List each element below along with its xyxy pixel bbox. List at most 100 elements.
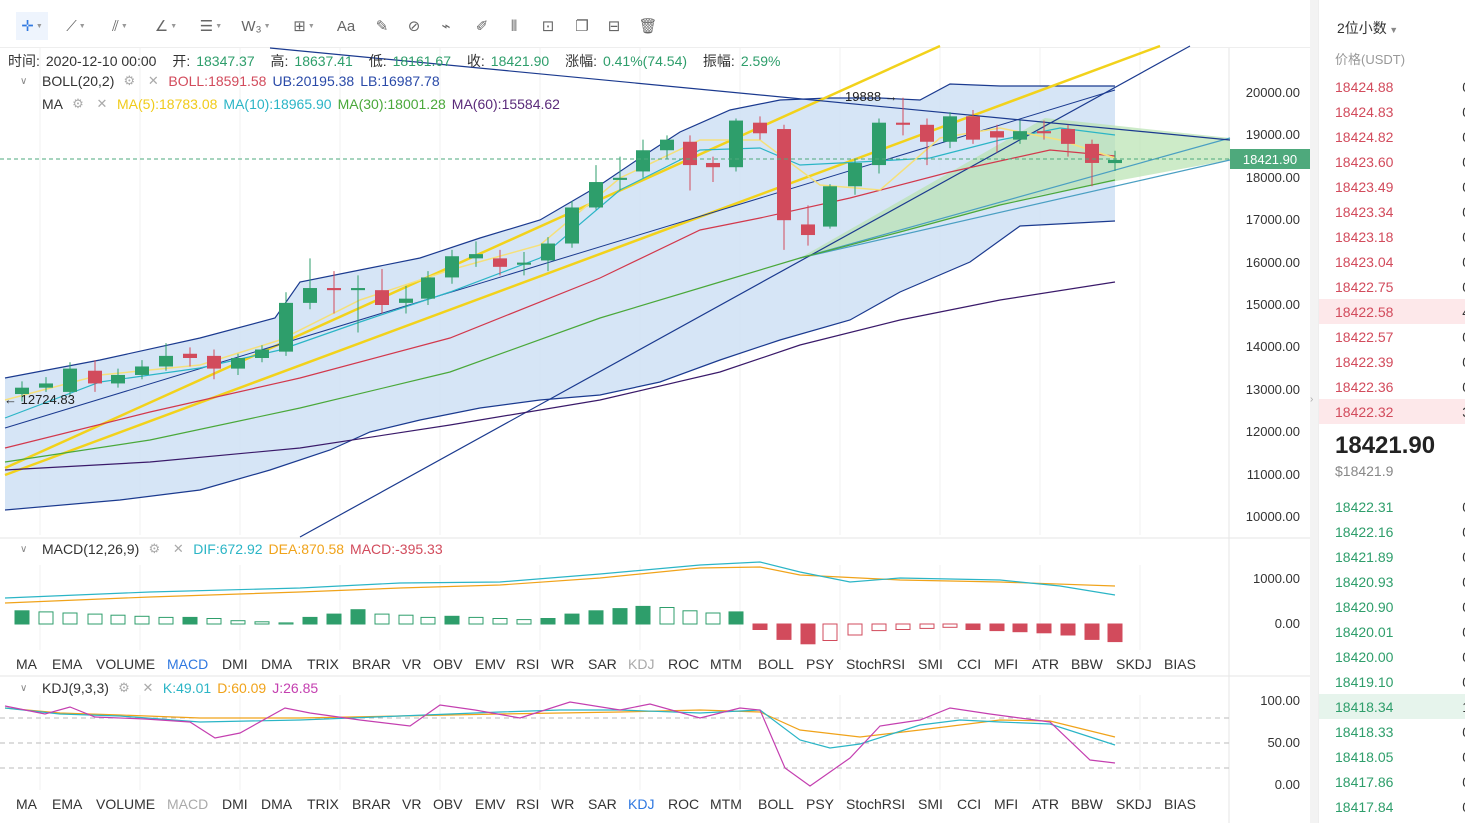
chart-canvas[interactable] [0,0,1310,823]
tab1-brar[interactable]: BRAR [352,656,391,672]
tab1-atr[interactable]: ATR [1032,656,1059,672]
tab1-dmi[interactable]: DMI [222,656,248,672]
tab1-dma[interactable]: DMA [261,656,293,672]
bid-row[interactable]: 18417.86 0 [1319,769,1465,794]
close-icon[interactable]: ✕ [172,541,184,556]
settings-gear-icon[interactable]: ⚙ [123,73,136,88]
tab1-kdj[interactable]: KDJ [628,656,655,672]
tab1-trix[interactable]: TRIX [307,656,339,672]
tab1-sar[interactable]: SAR [588,656,617,672]
ask-row[interactable]: 18423.34 0 [1319,199,1465,224]
tab2-mfi[interactable]: MFI [994,796,1019,812]
tab2-atr[interactable]: ATR [1032,796,1059,812]
tab1-macd[interactable]: MACD [167,656,209,672]
tab2-roc[interactable]: ROC [668,796,700,812]
tab2-boll[interactable]: BOLL [758,796,794,812]
ask-row[interactable]: 18422.58 4 [1319,299,1465,324]
tab2-vr[interactable]: VR [402,796,422,812]
bid-row[interactable]: 18422.16 0 [1319,519,1465,544]
tab1-bias[interactable]: BIAS [1164,656,1196,672]
bid-row[interactable]: 18419.10 0 [1319,669,1465,694]
tab2-obv[interactable]: OBV [433,796,463,812]
bid-row[interactable]: 18417.84 0 [1319,794,1465,819]
ask-row[interactable]: 18423.49 0 [1319,174,1465,199]
tab1-roc[interactable]: ROC [668,656,700,672]
tab1-skdj[interactable]: SKDJ [1116,656,1152,672]
bid-row[interactable]: 18418.33 0 [1319,719,1465,744]
bid-row[interactable]: 18420.93 0 [1319,569,1465,594]
bid-row[interactable]: 18421.89 0 [1319,544,1465,569]
text-tool-button[interactable]: Aa [330,12,362,40]
settings-gear-icon[interactable]: ⚙ [118,680,130,695]
lock-tool-button[interactable]: ⊡ [532,12,564,40]
tab2-bbw[interactable]: BBW [1071,796,1103,812]
close-icon[interactable]: ✕ [147,73,159,88]
close-icon[interactable]: ✕ [96,96,108,111]
tab1-obv[interactable]: OBV [433,656,463,672]
bid-row[interactable]: 18418.05 0 [1319,744,1465,769]
ask-row[interactable]: 18423.60 0 [1319,149,1465,174]
tab1-vr[interactable]: VR [402,656,422,672]
tab2-macd[interactable]: MACD [167,796,209,812]
tab2-sar[interactable]: SAR [588,796,617,812]
close-icon[interactable]: ✕ [142,680,154,695]
angle-tool-button[interactable]: ∠ ▼ [150,12,182,40]
brush-tool-button[interactable]: ✎ [366,12,398,40]
ask-row[interactable]: 18422.32 3 [1319,399,1465,424]
tab1-rsi[interactable]: RSI [516,656,540,672]
ask-row[interactable]: 18424.88 0 [1319,74,1465,99]
tab1-mtm[interactable]: MTM [710,656,742,672]
ask-row[interactable]: 18423.18 0 [1319,224,1465,249]
tab1-stochrsi[interactable]: StochRSI [846,656,906,672]
trendline-tool-button[interactable]: ⟋ ▼ [60,12,92,40]
tab2-ma[interactable]: MA [16,796,37,812]
tab1-emv[interactable]: EMV [475,656,506,672]
tab2-mtm[interactable]: MTM [710,796,742,812]
tab2-trix[interactable]: TRIX [307,796,339,812]
box-tool-button[interactable]: ⊞ ▼ [288,12,320,40]
ask-row[interactable]: 18423.04 0 [1319,249,1465,274]
bid-row[interactable]: 18418.34 1 [1319,694,1465,719]
ask-row[interactable]: 18422.75 0 [1319,274,1465,299]
tab1-volume[interactable]: VOLUME [96,656,156,672]
tab2-brar[interactable]: BRAR [352,796,391,812]
bid-row[interactable]: 18420.01 0 [1319,619,1465,644]
crosshair-tool-button[interactable]: ✛ ▼ [16,12,48,40]
tab1-psy[interactable]: PSY [806,656,835,672]
ask-row[interactable]: 18424.82 0 [1319,124,1465,149]
tab1-smi[interactable]: SMI [918,656,943,672]
tab1-ema[interactable]: EMA [52,656,83,672]
eraser-tool-button[interactable]: ⊘ [398,12,430,40]
bid-row[interactable]: 18422.31 0 [1319,494,1465,519]
multi-line-tool-button[interactable]: ⫽ ▼ [104,12,136,40]
ask-row[interactable]: 18424.83 0 [1319,99,1465,124]
pencil-tool-button[interactable]: ✐ [466,12,498,40]
tab1-mfi[interactable]: MFI [994,656,1019,672]
tab2-kdj[interactable]: KDJ [628,796,655,812]
ask-row[interactable]: 18422.36 0 [1319,374,1465,399]
tab2-emv[interactable]: EMV [475,796,506,812]
decimals-select[interactable]: 2位小数 ▼ [1337,18,1398,38]
tab1-wr[interactable]: WR [551,656,575,672]
settings-gear-icon[interactable]: ⚙ [72,96,84,111]
tab2-smi[interactable]: SMI [918,796,943,812]
trash-tool-button[interactable]: 🗑 [632,12,664,40]
tab2-cci[interactable]: CCI [957,796,982,812]
tab2-psy[interactable]: PSY [806,796,835,812]
settings-gear-icon[interactable]: ⚙ [148,541,161,556]
ask-row[interactable]: 18422.39 0 [1319,349,1465,374]
collapse-chevron-icon[interactable]: ∨ [20,682,28,694]
tab2-stochrsi[interactable]: StochRSI [846,796,906,812]
collapse-panel-icon[interactable]: › [1310,394,1314,405]
bid-row[interactable]: 18420.90 0 [1319,594,1465,619]
collapse-chevron-icon[interactable]: ∨ [20,543,28,555]
tab1-ma[interactable]: MA [16,656,37,672]
ruler-tool-button[interactable]: ⌁ [430,12,462,40]
measure-tool-button[interactable]: ⊟ [598,12,630,40]
tab2-wr[interactable]: WR [551,796,575,812]
ask-row[interactable]: 18422.57 0 [1319,324,1465,349]
collapse-chevron-icon[interactable]: ∨ [20,75,28,87]
tab2-ema[interactable]: EMA [52,796,83,812]
tab1-bbw[interactable]: BBW [1071,656,1103,672]
tab2-bias[interactable]: BIAS [1164,796,1196,812]
